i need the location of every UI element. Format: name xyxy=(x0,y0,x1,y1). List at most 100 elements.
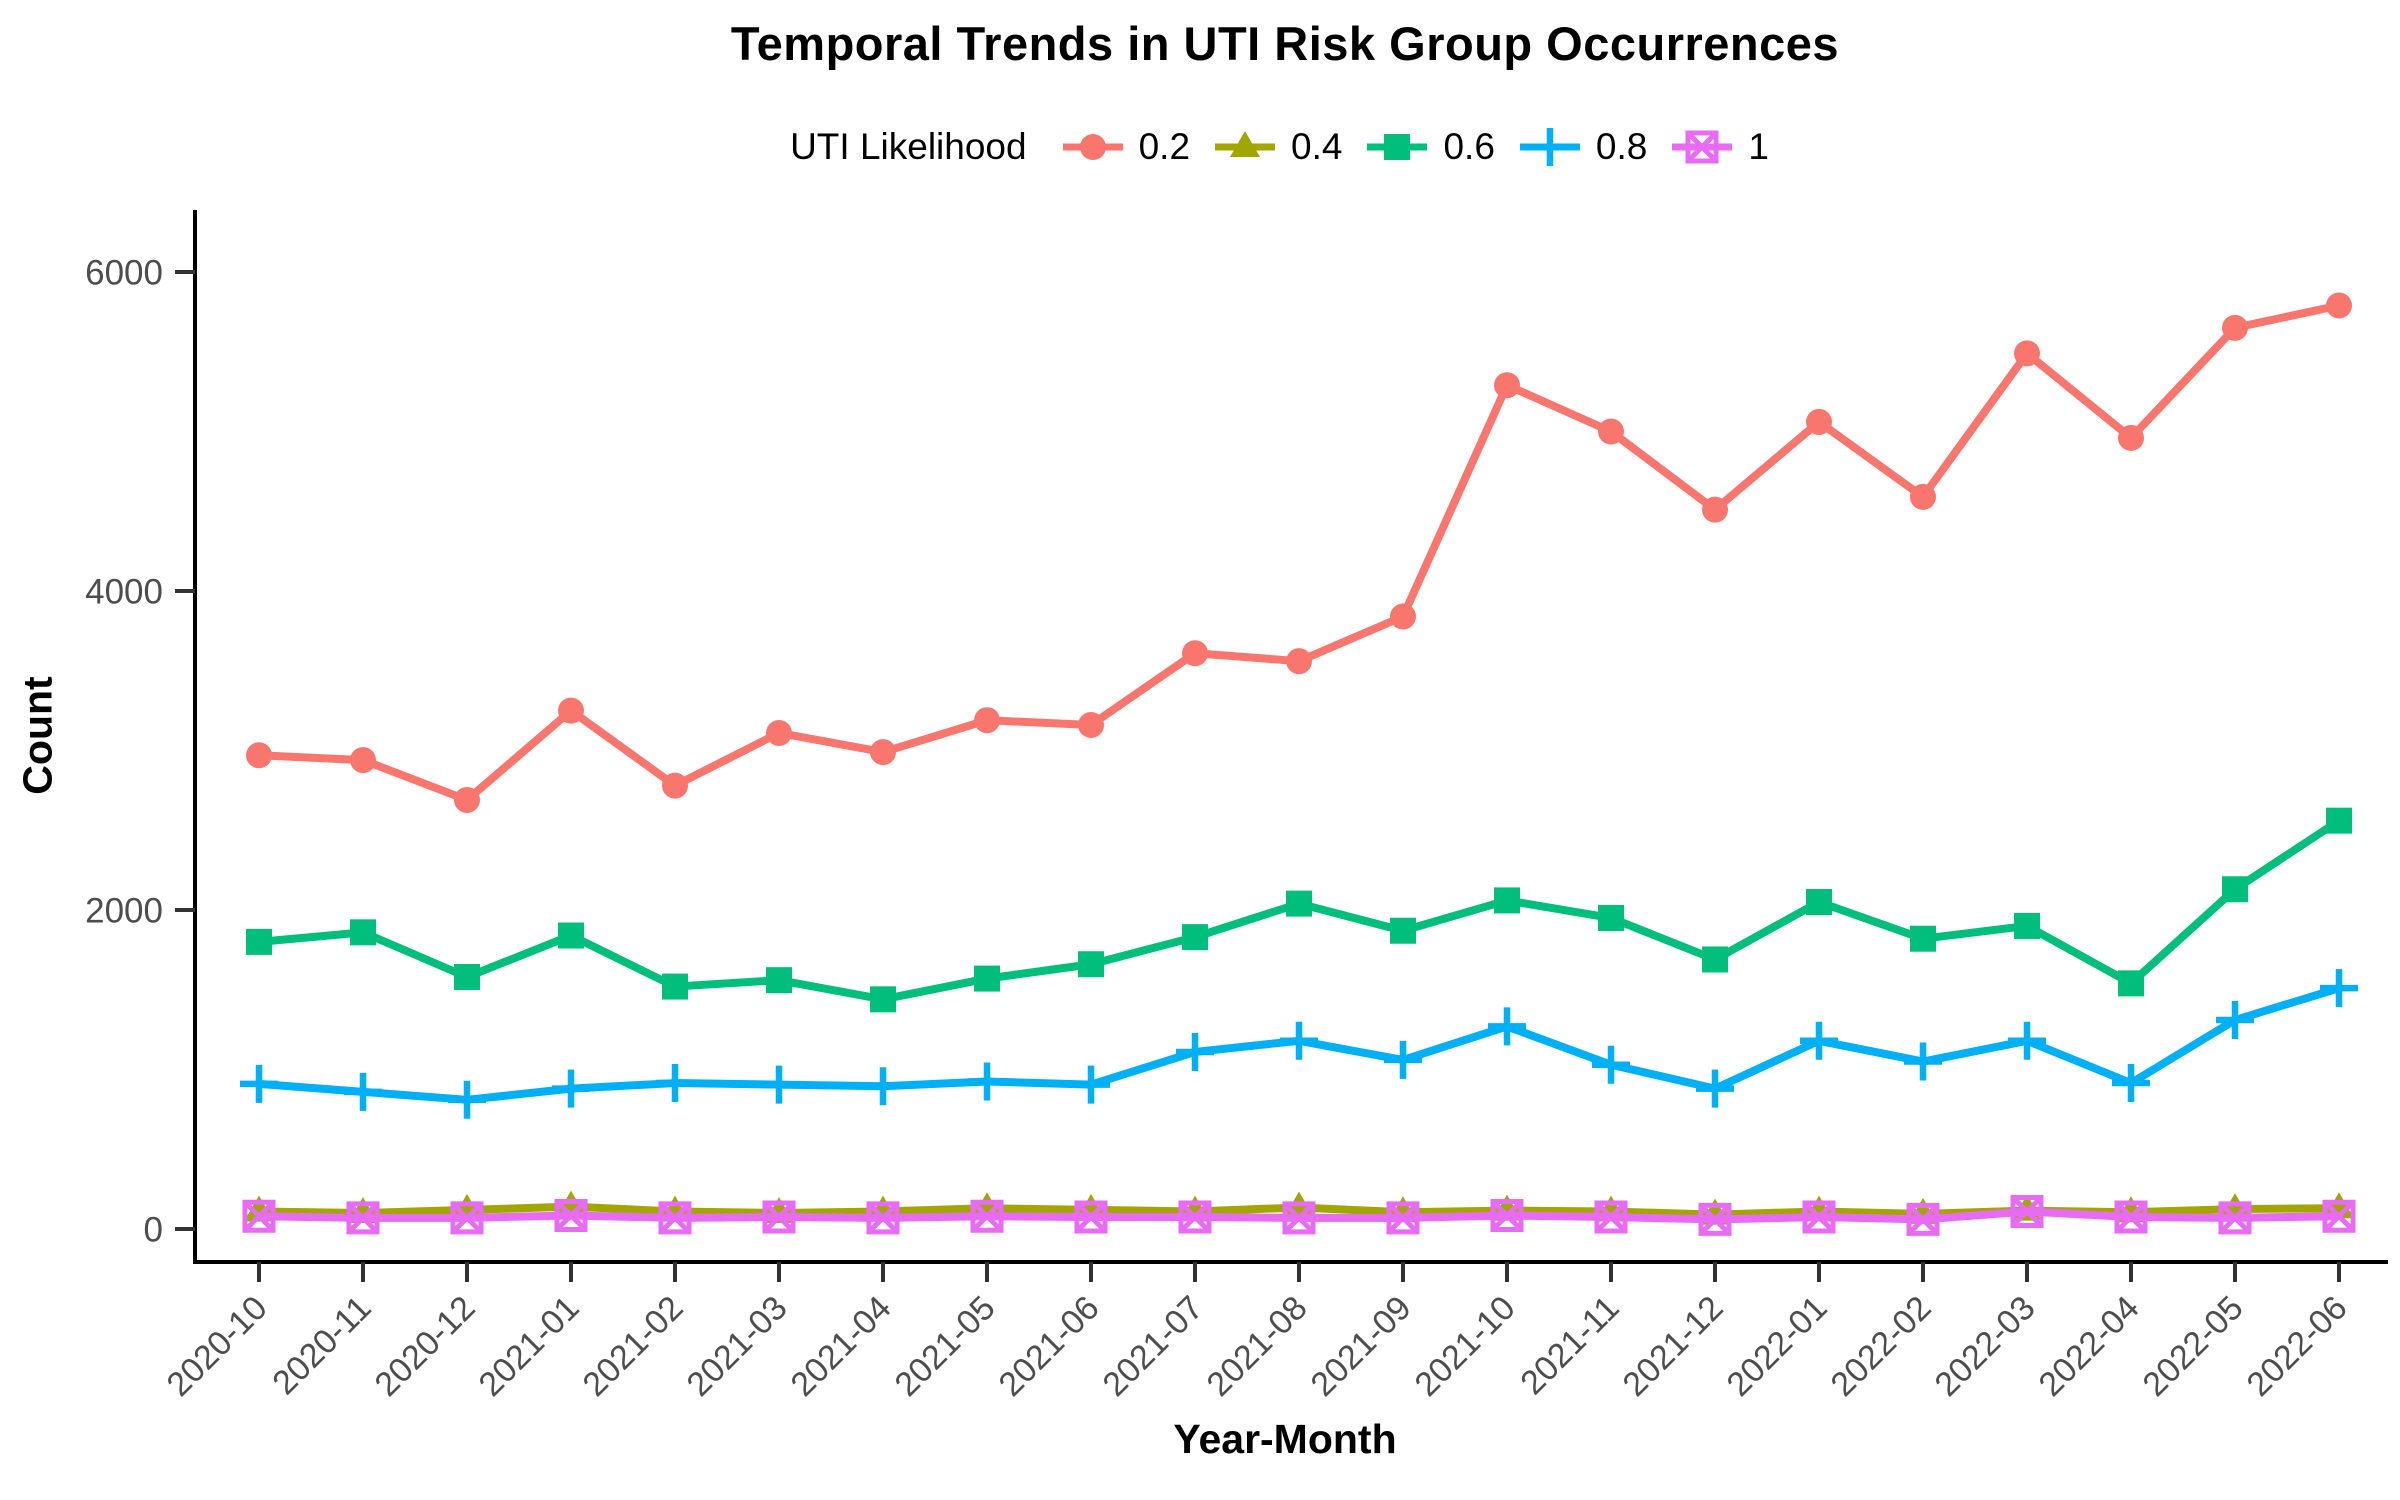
point-marker-box-x xyxy=(1685,130,1719,164)
point-marker-circle xyxy=(1286,648,1312,675)
point-marker-square xyxy=(1910,925,1936,952)
legend-item-0.4: 0.4 xyxy=(1212,124,1342,170)
point-marker-circle xyxy=(2014,340,2040,367)
point-marker-plus xyxy=(760,1065,798,1104)
point-marker-circle xyxy=(974,707,1000,734)
point-marker-box-x xyxy=(866,1201,900,1235)
point-marker-box-x xyxy=(554,1198,588,1232)
chart-title: Temporal Trends in UTI Risk Group Occurr… xyxy=(730,17,1840,70)
point-marker-square xyxy=(1390,917,1416,944)
point-marker-square xyxy=(2222,876,2248,903)
x-axis-tick-label: 2020-10 xyxy=(160,1289,275,1404)
series-line-0.2 xyxy=(255,301,2343,804)
point-marker-plus xyxy=(1530,128,1569,166)
y-axis-tick-label: 2000 xyxy=(85,891,163,930)
point-marker-circle xyxy=(454,786,480,813)
x-axis-tick-label: 2020-12 xyxy=(368,1289,483,1404)
x-axis-tick-label: 2022-01 xyxy=(1720,1289,1835,1404)
point-marker-plus xyxy=(1592,1045,1630,1084)
point-marker-box-x xyxy=(1802,1200,1836,1234)
x-axis-tick-label: 2021-01 xyxy=(472,1289,587,1404)
point-marker-box-x xyxy=(658,1201,692,1235)
point-marker-circle xyxy=(1494,372,1520,399)
point-marker-square xyxy=(246,928,272,955)
point-marker-circle xyxy=(246,742,272,769)
legend-item-label: 1 xyxy=(1748,126,1769,167)
point-marker-square xyxy=(1286,890,1312,917)
point-marker-box-x xyxy=(1698,1202,1732,1236)
point-marker-plus xyxy=(1176,1032,1214,1071)
point-marker-box-x xyxy=(1906,1202,1940,1236)
x-axis-tick-label: 2021-08 xyxy=(1200,1289,1315,1404)
axis-lines xyxy=(193,210,2388,1264)
point-marker-square xyxy=(766,967,792,994)
point-marker-plus xyxy=(1280,1021,1318,1060)
x-axis-tick-label: 2022-06 xyxy=(2240,1289,2355,1404)
legend: UTI Likelihood 0.2 0.4 0.6 0.8 1 xyxy=(0,124,2400,170)
legend-item-0.2: 0.2 xyxy=(1060,124,1190,170)
legend-key-box-x-icon xyxy=(1672,130,1733,164)
point-marker-circle xyxy=(2118,424,2144,451)
point-marker-box-x xyxy=(1594,1200,1628,1234)
point-marker-plus xyxy=(1800,1021,1838,1060)
point-marker-plus xyxy=(1696,1069,1734,1108)
legend-key-plus-icon xyxy=(1519,128,1580,166)
series-points-0.8 xyxy=(240,969,2358,1119)
x-axis-tick-label: 2021-03 xyxy=(680,1289,795,1404)
point-marker-plus xyxy=(1384,1040,1422,1079)
y-axis-tick-label: 4000 xyxy=(85,572,163,611)
point-marker-plus xyxy=(656,1064,694,1103)
point-marker-circle xyxy=(1910,483,1936,510)
y-axis-tick-label: 0 xyxy=(144,1210,163,1249)
point-marker-circle xyxy=(350,747,376,774)
point-marker-square xyxy=(558,922,584,949)
legend-item-0.6: 0.6 xyxy=(1364,124,1495,170)
x-axis-tick-label: 2021-04 xyxy=(784,1289,899,1404)
point-marker-box-x xyxy=(1386,1201,1420,1235)
point-marker-square xyxy=(454,963,480,990)
point-marker-square xyxy=(870,986,896,1013)
point-marker-square xyxy=(1494,887,1520,914)
legend-item-0.8: 0.8 xyxy=(1517,124,1647,170)
legend-item-1: 1 xyxy=(1669,124,1769,170)
point-marker-circle xyxy=(2222,314,2248,341)
point-marker-square xyxy=(2118,970,2144,997)
point-marker-square xyxy=(662,973,688,1000)
point-marker-box-x xyxy=(346,1201,380,1235)
legend-key-triangle-icon xyxy=(1215,131,1276,157)
plot-svg: 02000400060002020-102020-112020-122021-0… xyxy=(85,210,2388,1404)
point-marker-plus xyxy=(2008,1021,2046,1060)
legend-item-label: 0.4 xyxy=(1291,126,1343,167)
point-marker-circle xyxy=(558,697,584,724)
point-marker-box-x xyxy=(1074,1200,1108,1234)
point-marker-box-x xyxy=(2322,1199,2356,1233)
point-marker-circle xyxy=(662,772,688,799)
point-marker-box-x xyxy=(1178,1200,1212,1234)
point-marker-box-x xyxy=(762,1200,796,1234)
point-marker-box-x xyxy=(970,1199,1004,1233)
point-marker-plus xyxy=(2112,1064,2150,1103)
point-marker-plus xyxy=(1904,1042,1942,1081)
point-marker-circle xyxy=(1598,418,1624,445)
x-axis-tick-label: 2022-02 xyxy=(1824,1289,1939,1404)
point-marker-square xyxy=(1598,904,1624,931)
point-marker-plus xyxy=(448,1080,486,1119)
point-marker-plus xyxy=(2216,1001,2254,1040)
point-marker-square xyxy=(350,919,376,946)
point-marker-circle xyxy=(1182,640,1208,667)
point-marker-circle xyxy=(1806,408,1832,435)
point-marker-box-x xyxy=(1282,1201,1316,1235)
point-marker-plus xyxy=(344,1072,382,1111)
point-marker-plus xyxy=(864,1067,902,1106)
x-axis-title: Year-Month xyxy=(1173,1416,1397,1462)
legend-item-label: 0.2 xyxy=(1138,126,1191,167)
series-points-1 xyxy=(242,1194,2356,1236)
point-marker-box-x xyxy=(450,1201,484,1235)
point-marker-box-x xyxy=(242,1199,276,1233)
point-marker-square xyxy=(1384,134,1411,160)
point-marker-triangle xyxy=(1230,131,1261,157)
x-axis-tick-label: 2021-05 xyxy=(888,1289,1003,1404)
point-marker-square xyxy=(2014,912,2040,939)
point-marker-plus xyxy=(1072,1065,1110,1104)
point-marker-square xyxy=(1702,946,1728,973)
